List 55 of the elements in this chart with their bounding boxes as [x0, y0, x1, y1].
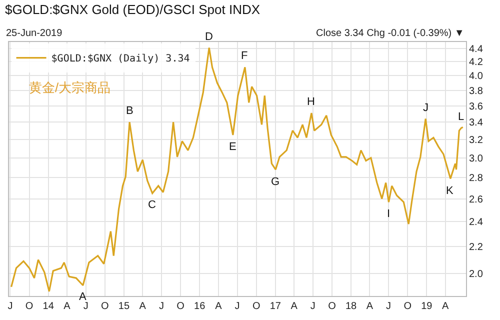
annotation: H [307, 96, 315, 108]
x-tick-label: A [64, 301, 71, 312]
x-tick-label: A [442, 301, 449, 312]
annotation: F [241, 50, 248, 62]
chart-subtitle: 25-Jun-2019 [6, 28, 63, 39]
x-tick-label: A [366, 301, 374, 312]
x-tick-label: O [328, 301, 336, 312]
x-tick-label: J [83, 301, 88, 312]
x-tick-label: O [252, 301, 260, 312]
y-tick-label: 3.0 [469, 153, 484, 164]
chart-title: $GOLD:$GNX Gold (EOD)/GSCI Spot INDX [5, 2, 260, 17]
annotation: J [423, 102, 428, 114]
x-tick-label: A [290, 301, 298, 312]
text: Close 3.34 Chg -0.01 (-0.39%) ▼ [316, 28, 464, 39]
y-tick-label: 4.0 [469, 71, 484, 82]
annotation: C [148, 199, 156, 211]
y-tick-label: 2.0 [469, 269, 484, 280]
annotation: G [271, 176, 280, 188]
x-tick-label: 15 [118, 301, 130, 312]
x-tick-label: 18 [345, 301, 358, 312]
legend-label: $GOLD:$GNX (Daily) 3.34 [51, 54, 190, 65]
y-tick-label: 3.6 [469, 101, 484, 112]
y-tick-label: 4.2 [469, 57, 484, 68]
y-tick-label: 3.4 [469, 118, 484, 129]
y-tick-label: 2.8 [469, 173, 484, 184]
y-tick-label: 2.6 [469, 194, 484, 206]
y-tick-label: 2.2 [469, 242, 484, 253]
annotation: K [446, 185, 454, 197]
x-tick-label: O [176, 301, 185, 312]
x-tick-label: J [8, 301, 13, 312]
x-tick-label: J [386, 301, 392, 312]
x-tick-label: J [310, 301, 316, 312]
x-tick-label: A [215, 301, 222, 312]
x-tick-label: J [234, 301, 240, 312]
x-tick-label: 16 [194, 301, 206, 312]
x-tick-label: 14 [42, 301, 54, 312]
x-tick-label: 19 [421, 301, 433, 312]
annotation: 黄金/大宗商品 [29, 80, 111, 95]
y-tick-label: 2.4 [469, 217, 484, 228]
annotation: I [387, 208, 390, 220]
annotation: A [79, 291, 87, 303]
x-tick-label: O [25, 301, 34, 312]
annotation: L [458, 111, 464, 123]
x-tick-label: O [404, 301, 412, 312]
y-tick-label: 4.4 [469, 44, 484, 55]
x-tick-label: A [139, 301, 146, 312]
annotation: E [229, 141, 236, 153]
annotation: D [205, 31, 213, 43]
y-tick-label: 3.2 [469, 134, 484, 146]
y-tick-label: 3.8 [469, 86, 484, 97]
x-tick-label: O [101, 301, 110, 312]
x-tick-label: 17 [270, 301, 282, 312]
x-tick-label: J [158, 301, 164, 312]
line-series [10, 46, 464, 292]
annotation: B [126, 105, 134, 117]
